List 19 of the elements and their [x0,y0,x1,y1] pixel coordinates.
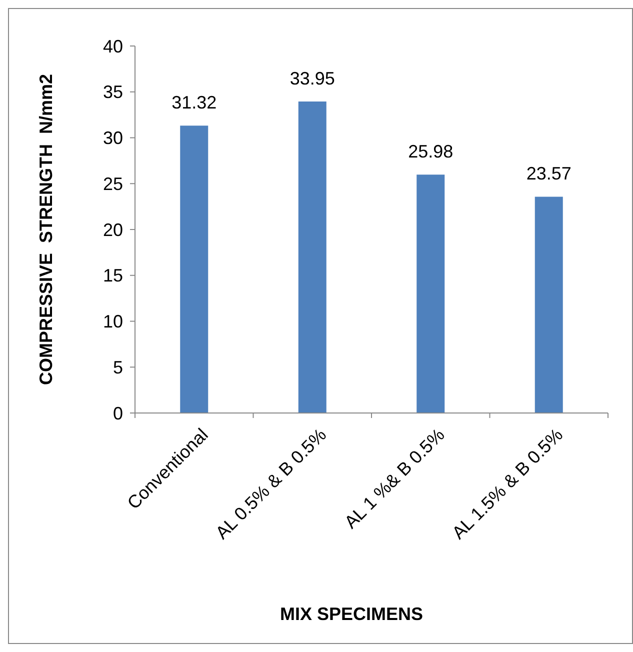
y-tick-label: 5 [112,357,123,378]
y-tick-label: 10 [102,312,123,332]
bar [180,126,208,413]
data-label: 23.57 [526,164,572,184]
y-tick-label: 25 [102,174,123,194]
x-axis-title: MIX SPECIMENS [280,604,424,624]
y-tick-label: 30 [102,128,123,148]
data-label: 33.95 [290,68,335,89]
data-label: 31.32 [172,92,217,113]
y-axis-title: COMPRESSIVE STRENGTH N/mm2 [36,74,56,386]
bar [298,102,326,413]
bar [416,174,445,413]
y-tick-label: 0 [112,403,123,424]
y-tick-label: 15 [102,266,123,286]
data-label: 25.98 [408,142,454,162]
y-tick-label: 40 [102,36,123,56]
y-tick-label: 35 [102,82,123,102]
y-tick-label: 20 [102,220,123,240]
bar [534,196,563,413]
